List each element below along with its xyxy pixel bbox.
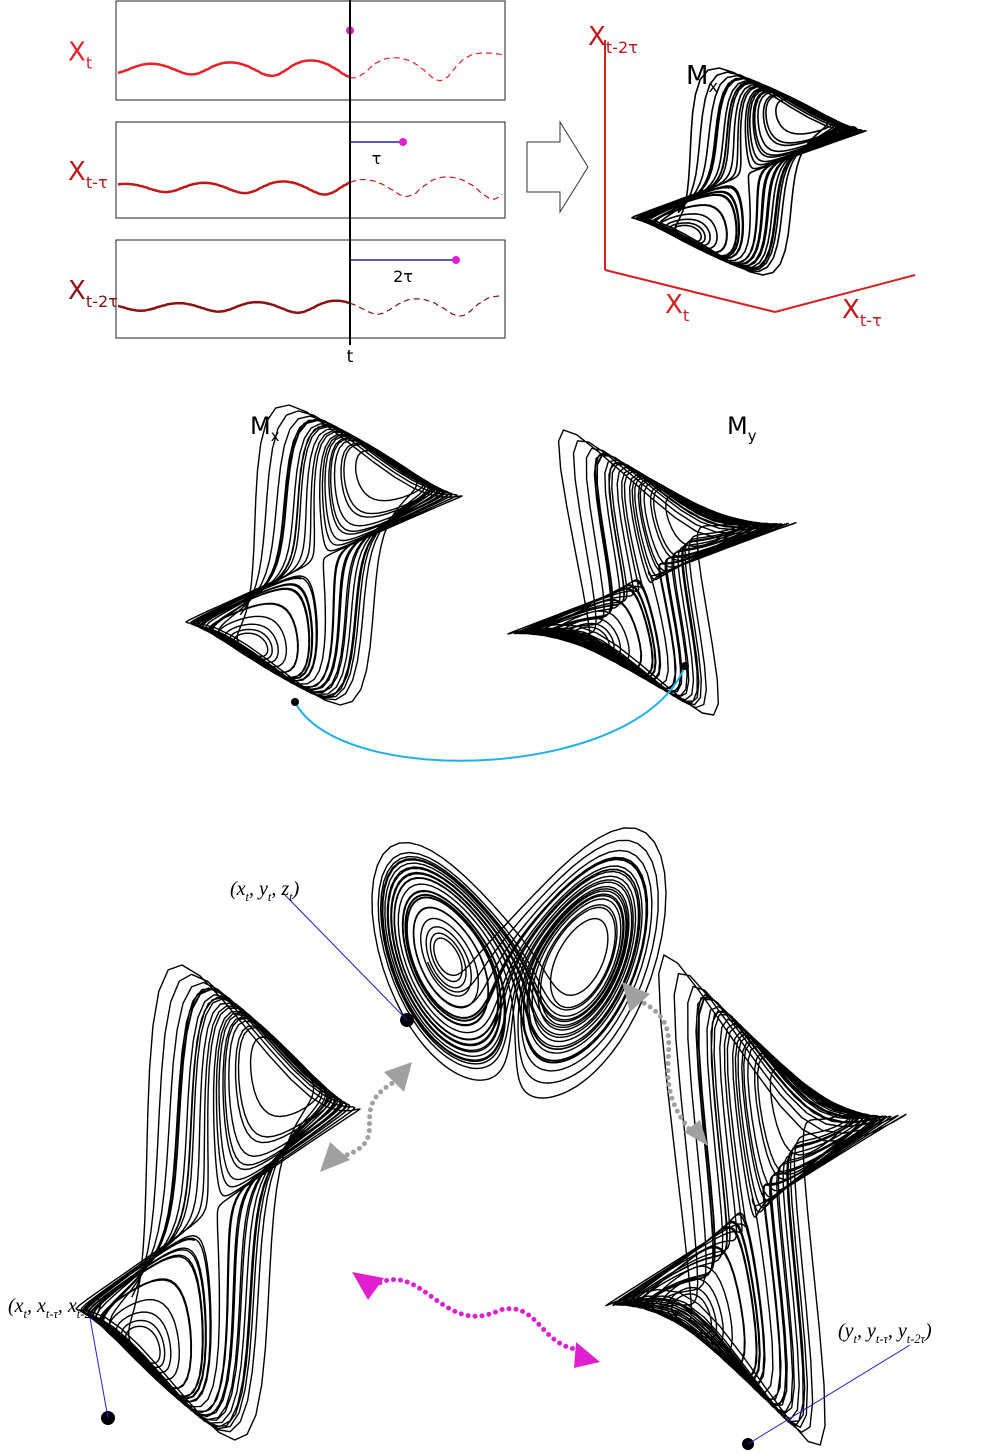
- label-sub: t-τ: [860, 311, 882, 330]
- label-sub: t-2τ: [907, 1332, 926, 1346]
- label: (yt​, yt-τ​, yt-2τ​): [838, 1320, 932, 1346]
- label: Mx​: [250, 412, 280, 445]
- point: [399, 138, 407, 146]
- label: Xt​: [68, 38, 92, 73]
- series-box: [116, 122, 505, 218]
- label-sub: t: [86, 53, 92, 72]
- label-main: , x: [58, 1295, 77, 1317]
- label-main: X: [842, 295, 860, 325]
- series-box: [116, 240, 505, 338]
- label: Xt-2τ​: [68, 276, 118, 311]
- series-future: [350, 177, 502, 199]
- label-sub: x: [271, 427, 280, 445]
- label-sub: t-2τ: [606, 38, 638, 57]
- arrow-head: [320, 1142, 350, 1172]
- dotted-arrow: [338, 1080, 398, 1158]
- label-main: M: [686, 61, 708, 91]
- label-main: , z: [271, 878, 289, 900]
- label: Xt-τ​: [68, 157, 108, 192]
- label-main: ): [924, 1320, 932, 1342]
- lag-label: τ: [372, 149, 382, 168]
- label-sub: t-2τ: [77, 1307, 96, 1321]
- embed-arrow: [527, 122, 588, 212]
- time-label: t: [347, 347, 354, 367]
- label-main: X: [68, 38, 86, 68]
- label-sub: t-τ: [876, 1332, 889, 1346]
- label-main: X: [68, 276, 86, 306]
- label-sub: t-2τ: [86, 292, 118, 311]
- label-sub: t: [683, 306, 689, 325]
- arrow-head: [574, 1342, 600, 1368]
- series-box: [116, 1, 505, 100]
- label-main: , y: [249, 878, 268, 900]
- manifold: [76, 965, 360, 1440]
- series-line: [118, 61, 350, 78]
- point: [291, 698, 299, 706]
- figure: Xt​Xt-τ​τXt-2τ​2τtXt-2τ​Xt​Xt-τ​Mx​Mx​My…: [0, 0, 981, 1454]
- series-line: [118, 301, 350, 313]
- label-main: ): [292, 878, 300, 900]
- label-main: , y: [857, 1320, 876, 1342]
- label-main: , x: [27, 1295, 46, 1317]
- series-future: [350, 296, 502, 316]
- axis: [605, 270, 775, 312]
- manifold: [186, 405, 462, 705]
- label-sub: t-τ: [86, 173, 108, 192]
- label-sub: x: [708, 77, 718, 96]
- label-main: M: [250, 412, 271, 440]
- label: Xt-τ​: [842, 295, 882, 330]
- series-line: [118, 182, 350, 195]
- label-main: X: [588, 22, 606, 52]
- label-sub: t-τ: [46, 1307, 59, 1321]
- label-main: (x: [230, 878, 246, 900]
- arrow-head: [352, 1272, 384, 1300]
- pointer: [90, 1318, 108, 1418]
- point: [681, 662, 689, 670]
- cross-map-arc: [295, 666, 685, 761]
- label: Mx​: [686, 61, 718, 96]
- label: My​: [727, 412, 757, 445]
- label: (xt​, yt​, zt​): [230, 878, 300, 904]
- attractor: [372, 828, 666, 1098]
- label-main: (x: [8, 1295, 24, 1317]
- label: Xt​: [665, 290, 689, 325]
- label-main: X: [68, 157, 86, 187]
- dotted-arrow: [368, 1280, 585, 1350]
- point: [452, 256, 460, 264]
- arrow-head: [622, 982, 650, 1012]
- label-main: M: [727, 412, 748, 440]
- label-main: (y: [838, 1320, 854, 1342]
- manifold: [606, 955, 906, 1445]
- label-main: , y: [888, 1320, 907, 1342]
- label-main: ): [94, 1295, 102, 1317]
- label: Xt-2τ​: [588, 22, 638, 57]
- point: [848, 126, 858, 136]
- manifold: [508, 430, 796, 715]
- label-sub: y: [748, 427, 757, 445]
- time-boxes: [116, 1, 505, 338]
- manifold: [632, 68, 866, 275]
- series-future: [350, 53, 502, 81]
- lag-label: 2τ: [393, 267, 413, 286]
- label-main: X: [665, 290, 683, 320]
